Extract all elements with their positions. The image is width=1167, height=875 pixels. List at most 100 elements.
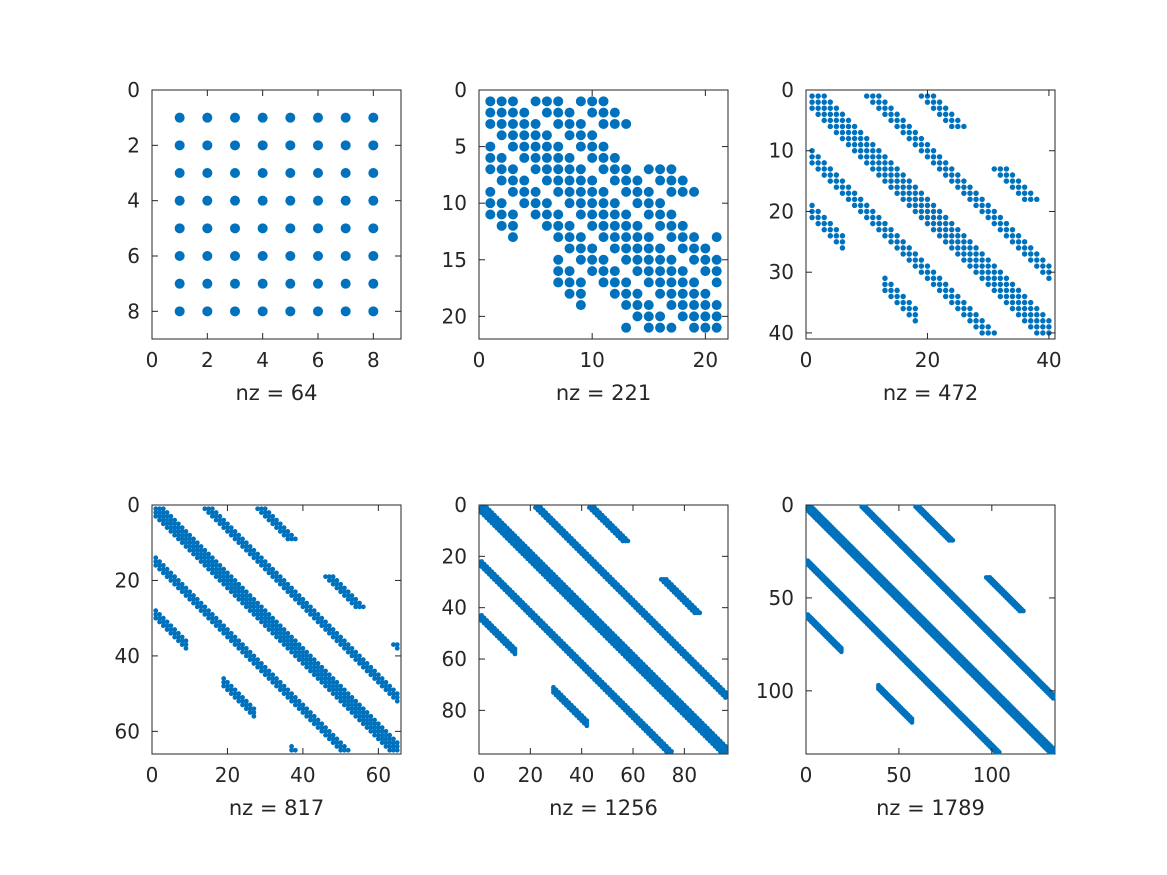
spy-point <box>870 208 876 215</box>
spy-point <box>519 152 530 163</box>
spy-point <box>266 672 272 678</box>
spy-point <box>666 288 677 299</box>
spy-point <box>274 630 279 636</box>
spy-point <box>360 604 366 610</box>
spy-point <box>247 593 253 598</box>
spy-point <box>326 578 332 583</box>
spy-point <box>232 687 238 693</box>
spy-point <box>213 623 219 629</box>
spy-point <box>326 574 332 580</box>
spy-point <box>206 615 211 621</box>
spy-point <box>888 178 894 184</box>
spy-point <box>368 713 374 719</box>
spy-point <box>221 578 227 583</box>
spy-point <box>961 305 967 312</box>
spy-point <box>372 668 377 674</box>
spy-point <box>955 305 961 312</box>
spy-point <box>564 288 575 299</box>
x-tick-label: 60 <box>620 763 645 787</box>
spy-point <box>997 166 1004 172</box>
spy-point <box>949 111 955 118</box>
spy-point <box>888 226 894 233</box>
spy-point <box>530 152 541 163</box>
spy-point <box>345 593 351 598</box>
spy-point <box>949 239 955 245</box>
spy-point <box>255 615 261 621</box>
spy-point <box>906 202 912 209</box>
spy-point <box>232 642 238 647</box>
spy-point <box>187 589 193 595</box>
spy-point <box>274 679 279 685</box>
spy-point <box>930 275 937 281</box>
spy-point <box>677 186 688 197</box>
spy-point <box>882 111 888 118</box>
spy-point <box>851 148 858 154</box>
spy-point <box>985 281 991 288</box>
spy-point <box>319 728 325 734</box>
spy-point <box>949 245 955 251</box>
spy-point <box>379 683 385 689</box>
spy-point <box>1015 233 1022 239</box>
spy-point <box>368 251 379 261</box>
spy-point <box>202 195 213 206</box>
spy-point <box>894 178 900 184</box>
spy-point <box>179 638 185 644</box>
spy-point <box>266 513 272 519</box>
spy-point <box>894 111 900 118</box>
spy-point <box>240 540 245 546</box>
spy-point <box>183 532 189 538</box>
spy-point <box>845 129 852 136</box>
spy-point <box>194 547 200 553</box>
spy-point <box>621 220 632 231</box>
spy-point <box>266 668 272 674</box>
spy-point <box>334 695 340 700</box>
spy-point <box>334 683 340 689</box>
spy-point <box>711 322 722 333</box>
spy-point <box>949 293 955 300</box>
spy-point <box>330 740 336 746</box>
spy-point <box>821 214 827 221</box>
spy-point <box>187 544 193 549</box>
spy-point <box>833 172 840 178</box>
spy-point <box>368 725 374 730</box>
spy-point <box>270 619 276 625</box>
spy-point <box>711 232 722 243</box>
spy-point <box>827 172 834 178</box>
spy-point <box>1009 172 1016 178</box>
spy-point <box>285 140 296 151</box>
spy-point <box>174 112 185 123</box>
spy-point <box>198 551 204 557</box>
spy-point <box>882 281 888 288</box>
spy-point <box>375 679 381 685</box>
spy-point <box>360 664 366 670</box>
spy-point <box>821 117 827 124</box>
spy-point <box>368 278 379 289</box>
spy-point <box>259 562 264 568</box>
spy-point <box>323 683 328 689</box>
spy-point <box>319 676 325 681</box>
spy-point <box>313 140 323 151</box>
spy-point <box>274 627 279 632</box>
spy-point <box>153 513 159 519</box>
spy-point <box>991 269 998 275</box>
spy-point <box>882 172 888 178</box>
spy-point <box>225 585 230 591</box>
spy-point <box>311 713 317 719</box>
spy-point <box>1009 281 1016 288</box>
spy-point <box>342 695 347 700</box>
spy-point <box>259 510 264 515</box>
spy-point <box>315 664 321 670</box>
spy-point <box>247 604 253 610</box>
spy-point <box>300 702 306 708</box>
y-tick-label: 0 <box>454 493 467 517</box>
spy-point <box>153 506 159 512</box>
spy-point <box>349 600 355 606</box>
x-tick-label: 20 <box>693 348 718 372</box>
spy-point <box>827 178 834 184</box>
spy-point <box>1021 245 1028 251</box>
spy-point <box>198 604 204 610</box>
spy-point <box>292 589 298 595</box>
spy-point <box>357 706 362 712</box>
spy-point <box>338 695 344 700</box>
